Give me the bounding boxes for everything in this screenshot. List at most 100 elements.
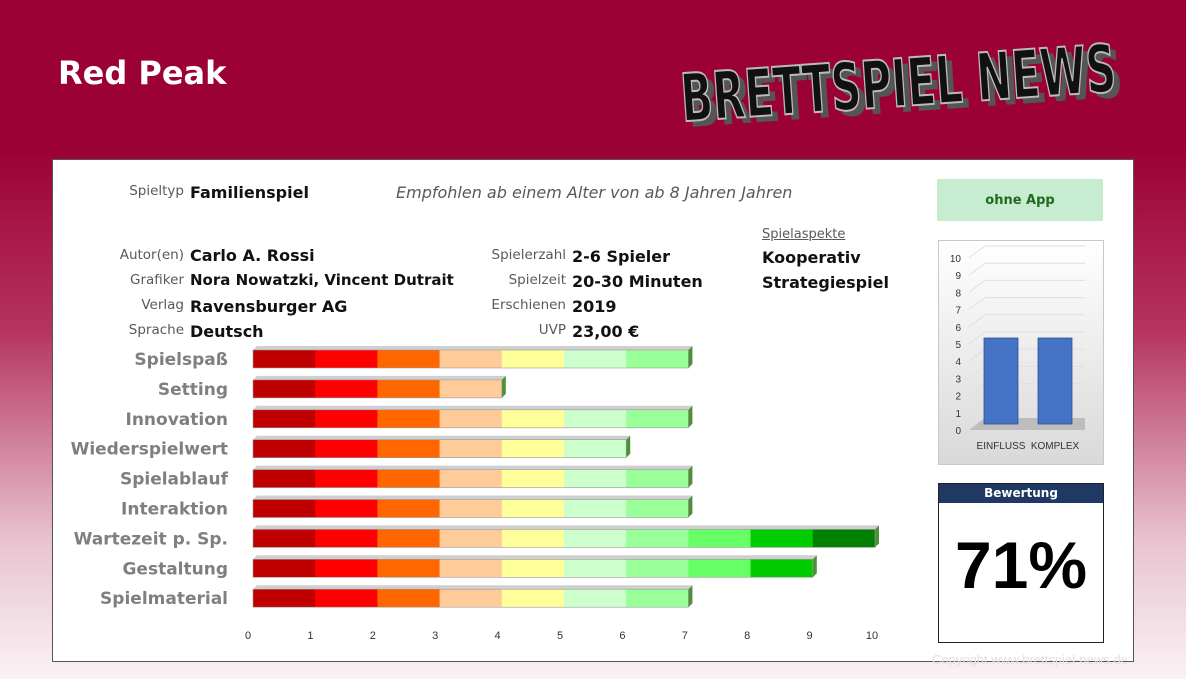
bar-segment: [315, 350, 378, 368]
influence-complexity-chart: 0 1 2 3 4 5 6 7 8 9 10 EINFLUSS KOMPLEX: [938, 240, 1104, 465]
spielzeit-label: Spielzeit: [508, 272, 566, 288]
spielerzahl-label: Spielerzahl: [491, 247, 566, 263]
bar-segment: [439, 409, 503, 428]
bar-segment: [377, 439, 441, 458]
bar-side: [688, 405, 693, 428]
bar-segment: [626, 469, 689, 488]
grafiker-value: Nora Nowatzki, Vincent Dutrait: [190, 271, 454, 289]
y-tick-label: 4: [955, 357, 961, 368]
bar-segment: [377, 379, 441, 398]
x-tick-label: 3: [432, 630, 438, 642]
y-tick-label: 9: [955, 271, 961, 282]
gridline: [968, 262, 1085, 276]
erschienen-value: 2019: [572, 297, 617, 316]
erschienen-label: Erschienen: [491, 297, 566, 313]
bar-segment: [315, 379, 378, 398]
autor-value: Carlo A. Rossi: [190, 246, 315, 265]
bar-outline: [252, 379, 503, 399]
bar-side: [688, 346, 693, 368]
bar-segment: [564, 409, 627, 428]
bar-segment: [377, 589, 441, 608]
bar-segment: [750, 559, 814, 578]
bar-segment: [253, 559, 316, 578]
bar-side: [688, 465, 693, 488]
grafiker-label: Grafiker: [130, 272, 184, 288]
bar-segment: [253, 529, 316, 548]
bar-outline: [252, 499, 689, 518]
bar-segment: [750, 529, 814, 548]
bar-segment: [439, 350, 503, 368]
bar-side: [688, 585, 693, 608]
bar-segment: [439, 589, 503, 608]
category-label: Gestaltung: [122, 559, 228, 579]
gridline: [968, 245, 1085, 259]
bar-top: [253, 346, 693, 350]
bar-segment: [253, 499, 316, 518]
bar-segment: [377, 469, 441, 488]
x-tick-label: 6: [619, 630, 625, 642]
category-label: Spielmaterial: [100, 589, 228, 609]
bar-top: [253, 555, 817, 560]
bar-segment: [626, 529, 689, 548]
spieltyp-label: Spieltyp: [129, 183, 184, 199]
y-tick-label: 1: [955, 409, 961, 420]
bar-segment: [501, 529, 565, 548]
bar-segment: [812, 529, 876, 548]
mini-bar: [983, 337, 1019, 425]
category-label: Innovation: [126, 410, 229, 430]
x-tick-label: 10: [866, 630, 878, 642]
bar-segment: [315, 409, 378, 428]
bar-top: [253, 435, 631, 440]
mini-bar-chart: 0 1 2 3 4 5 6 7 8 9 10 EINFLUSS KOMPLEX: [950, 245, 1085, 452]
x-tick-label: 2: [370, 630, 376, 642]
bar-segment: [626, 589, 689, 608]
spieltyp-value: Familienspiel: [190, 183, 309, 202]
bar-top: [253, 375, 506, 380]
spielzeit-value: 20-30 Minuten: [572, 272, 703, 291]
bar-outline: [252, 529, 876, 548]
bar-segment: [377, 499, 441, 518]
x-tick-label: 1: [307, 630, 313, 642]
bar-segment: [377, 409, 441, 428]
x-tick-label: 9: [807, 630, 813, 642]
bar-segment: [626, 350, 689, 368]
uvp-value: 23,00 €: [572, 322, 640, 341]
bar-segment: [315, 439, 378, 458]
bar-outline: [252, 588, 689, 608]
x-tick-label: 5: [557, 630, 563, 642]
bar-segment: [626, 409, 689, 428]
x-tick-label: 4: [495, 630, 501, 642]
gridline: [968, 331, 1085, 345]
bar-outline: [252, 409, 689, 429]
bar-segment: [439, 439, 503, 458]
brettspiel-news-logo: BRETTSPIEL NEWS BRETTSPIEL NEWS: [677, 29, 1125, 136]
aspekt-item: Strategiespiel: [762, 273, 889, 292]
bar-segment: [501, 589, 565, 608]
gridline: [968, 297, 1085, 310]
bar-segment: [501, 439, 565, 458]
bar-segment: [253, 589, 316, 608]
bar-side: [875, 525, 879, 548]
category-label: Spielablauf: [120, 470, 229, 490]
gridline: [968, 279, 1085, 293]
rating-bar-chart: Spielspaß Setting Innovation Wiederspielwer…: [71, 346, 879, 642]
uvp-label: UVP: [538, 322, 566, 338]
verlag-label: Verlag: [141, 297, 184, 313]
bar-outline: [252, 439, 627, 459]
bar-segment: [253, 469, 316, 488]
bar-segment: [564, 469, 627, 488]
bar-segment: [626, 559, 689, 578]
category-label: Interaktion: [121, 500, 228, 520]
bar-segment: [315, 529, 378, 548]
y-tick-label: 7: [955, 306, 961, 317]
bar-side: [501, 375, 506, 398]
y-tick-label: 0: [955, 426, 961, 437]
bar-segment: [501, 409, 565, 428]
app-requirement-badge: ohne App: [937, 179, 1103, 221]
autor-label: Autor(en): [119, 247, 184, 263]
bar-segment: [315, 499, 378, 518]
bar-segment: [253, 409, 316, 428]
spielerzahl-value: 2-6 Spieler: [572, 247, 671, 266]
bar-segment: [377, 350, 441, 368]
bar-segment: [253, 379, 316, 398]
